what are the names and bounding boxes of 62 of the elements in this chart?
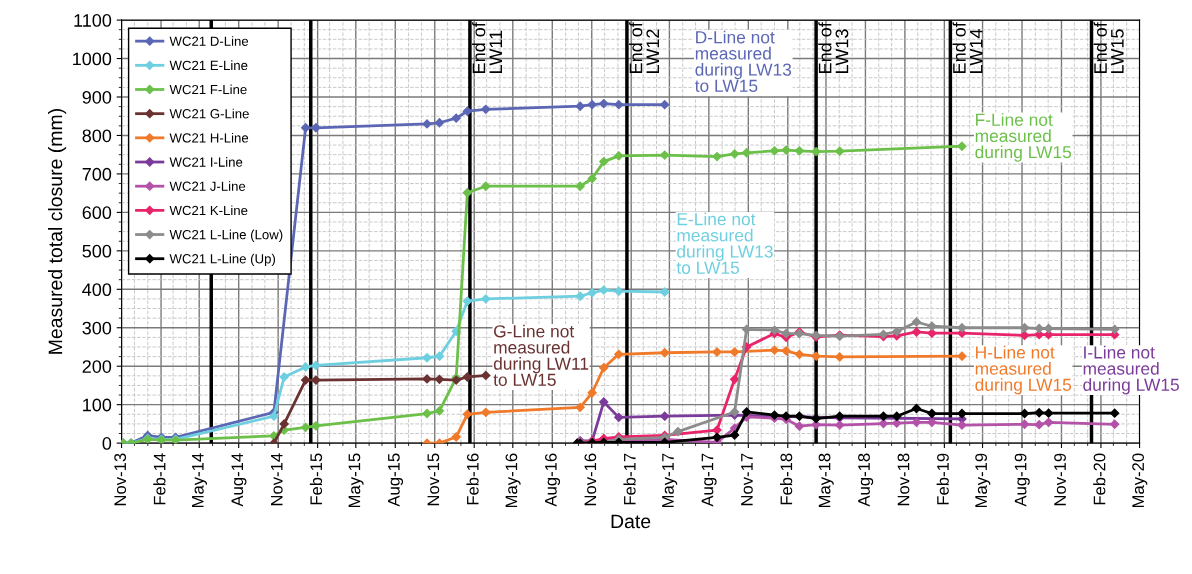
y-tick-label: 200 (82, 360, 112, 373)
legend-label: WC21 E-Line (169, 60, 248, 71)
legend-label: WC21 D-Line (169, 36, 249, 46)
legend-label: WC21 H-Line (169, 132, 249, 143)
y-tick-label: 1100 (74, 14, 112, 27)
x-tick-label: Nov-16 (584, 453, 597, 506)
legend-label: WC21 J-Line (169, 181, 246, 191)
x-tick-label: Nov-17 (741, 453, 753, 506)
x-tick-label: May-20 (1132, 453, 1148, 508)
x-tick-label: May-14 (192, 453, 207, 508)
ref-line-label: End of LW12 (629, 22, 659, 73)
x-tick-label: May-19 (975, 453, 991, 508)
x-tick-label: May-16 (505, 453, 521, 508)
y-tick-label: 800 (82, 129, 112, 143)
annotation: D-Line not measured during LW13 to LW15 (694, 30, 792, 92)
legend-label: WC21 G-Line (169, 108, 249, 119)
y-tick-label: 100 (83, 398, 112, 412)
ref-line-label: End of LW14 (952, 22, 983, 73)
legend-label: WC21 L-Line (Up) (169, 253, 275, 267)
y-tick-label: 700 (82, 167, 112, 181)
x-axis-title: Date (611, 514, 651, 529)
x-tick-label: Nov-18 (897, 453, 910, 506)
y-tick-label: 600 (82, 206, 112, 220)
y-tick-label: 1000 (73, 52, 112, 66)
annotation: G-Line not measured during LW11 to LW15 (493, 324, 589, 386)
x-tick-label: Aug-16 (544, 453, 561, 507)
x-tick-label: Nov-15 (427, 453, 440, 506)
x-tick-label: Feb-19 (936, 453, 949, 505)
x-tick-label: May-17 (662, 453, 678, 508)
annotation: E-Line not measured during LW13 to LW15 (676, 212, 773, 274)
x-tick-label: May-15 (348, 453, 364, 508)
x-tick-label: Aug-15 (388, 453, 404, 507)
x-tick-label: Feb-15 (309, 453, 323, 505)
annotation: H-Line not measured during LW15 (975, 345, 1072, 395)
ref-line-label: End of LW15 (1093, 22, 1124, 73)
x-tick-label: Aug-19 (1014, 453, 1030, 507)
y-tick-label: 400 (82, 283, 112, 297)
y-tick-label: 900 (82, 90, 112, 104)
x-tick-label: Feb-18 (780, 453, 793, 505)
x-tick-label: Feb-20 (1093, 453, 1106, 505)
x-tick-label: Aug-17 (701, 453, 717, 507)
ref-line-label: End of LW11 (472, 22, 502, 73)
x-tick-label: Aug-14 (231, 453, 247, 507)
x-tick-label: Feb-16 (466, 453, 479, 505)
x-tick-label: Nov-14 (271, 453, 283, 506)
legend-label: WC21 I-Line (169, 157, 243, 167)
y-tick-label: 500 (82, 244, 112, 258)
x-tick-label: Feb-14 (153, 453, 166, 505)
y-axis-title: Measured total closure (mm) (48, 109, 67, 354)
x-tick-label: Nov-19 (1054, 453, 1066, 506)
y-tick-label: 300 (82, 321, 112, 335)
annotation: I-Line not measured during LW15 (1083, 345, 1179, 395)
legend-label: WC21 K-Line (169, 205, 248, 216)
ref-line-label: End of LW13 (818, 22, 849, 73)
legend-label: WC21 L-Line (Low) (169, 229, 283, 242)
y-tick-label: 0 (102, 437, 112, 450)
x-tick-label: Nov-13 (114, 453, 127, 506)
x-tick-label: Feb-17 (623, 453, 636, 505)
x-tick-label: May-18 (818, 453, 834, 508)
x-tick-label: Aug-18 (858, 453, 874, 507)
legend-label: WC21 F-Line (169, 84, 247, 95)
annotation: F-Line not measured during LW15 (975, 113, 1072, 162)
